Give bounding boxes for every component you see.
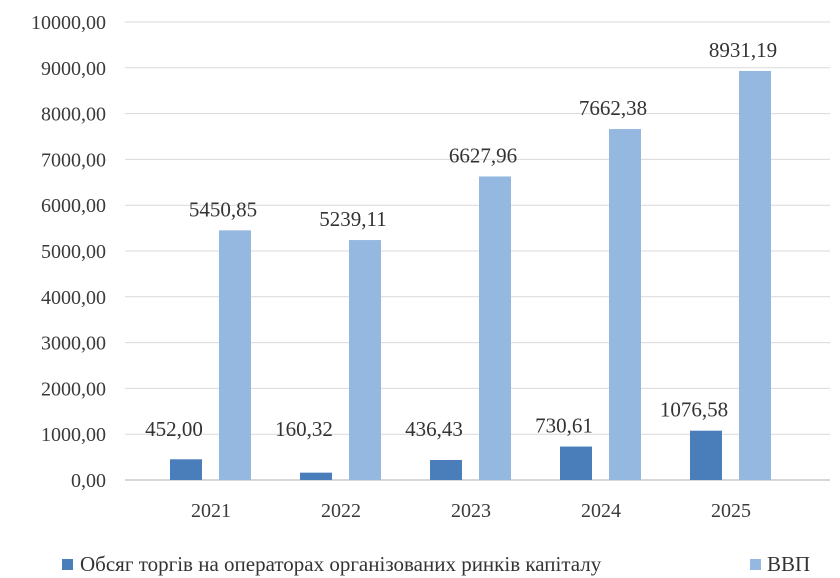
x-axis-ticks: 2021 2022 2023 2024 2025 [191,500,751,522]
y-tick-label: 7000,00 [41,149,106,171]
y-tick-label: 6000,00 [41,195,106,217]
data-labels: 452,00 5450,85 160,32 5239,11 436,43 6627,96 7… [145,38,777,441]
bar-trading-volume [560,446,592,480]
bar-gdp [739,70,771,480]
bar-gdp [479,176,511,480]
y-tick-label: 0,00 [71,470,106,492]
data-label-trading-volume: 436,43 [405,417,463,441]
x-tick-label: 2023 [451,500,491,522]
bars [170,70,771,481]
bar-trading-volume [690,430,722,480]
data-label-trading-volume: 160,32 [275,417,333,441]
y-tick-label: 4000,00 [41,287,106,309]
data-label-gdp: 5239,11 [319,207,386,231]
y-axis-ticks: 0,00 1000,00 2000,00 3000,00 4000,00 5000,00 6… [31,12,106,492]
legend-label-series-1: Обсяг торгів на операторах організованих… [80,552,602,576]
y-tick-label: 8000,00 [41,104,106,126]
y-tick-label: 2000,00 [41,378,106,400]
x-tick-label: 2024 [581,500,621,522]
bar-gdp [609,129,641,481]
legend-label-series-2: ВВП [767,552,810,576]
bar-trading-volume [300,472,332,480]
x-tick-label: 2021 [191,500,231,522]
y-tick-label: 3000,00 [41,333,106,355]
data-label-gdp: 8931,19 [709,38,777,62]
data-label-gdp: 5450,85 [189,197,257,221]
legend-swatch-series-2 [750,559,761,570]
y-tick-label: 1000,00 [41,424,106,446]
x-tick-label: 2025 [711,500,751,522]
y-tick-label: 9000,00 [41,58,106,80]
data-label-gdp: 7662,38 [579,96,647,120]
x-tick-label: 2022 [321,500,361,522]
data-label-trading-volume: 730,61 [535,414,593,438]
data-label-trading-volume: 1076,58 [660,398,728,422]
y-tick-label: 10000,00 [31,12,106,34]
bar-trading-volume [170,459,202,480]
legend-swatch-series-1 [62,559,73,570]
bar-gdp [219,230,251,480]
legend: Обсяг торгів на операторах організованих… [62,552,810,576]
data-label-trading-volume: 452,00 [145,417,203,441]
data-label-gdp: 6627,96 [449,143,517,167]
bar-trading-volume [430,460,462,480]
y-tick-label: 5000,00 [41,241,106,263]
bar-gdp [349,240,381,480]
